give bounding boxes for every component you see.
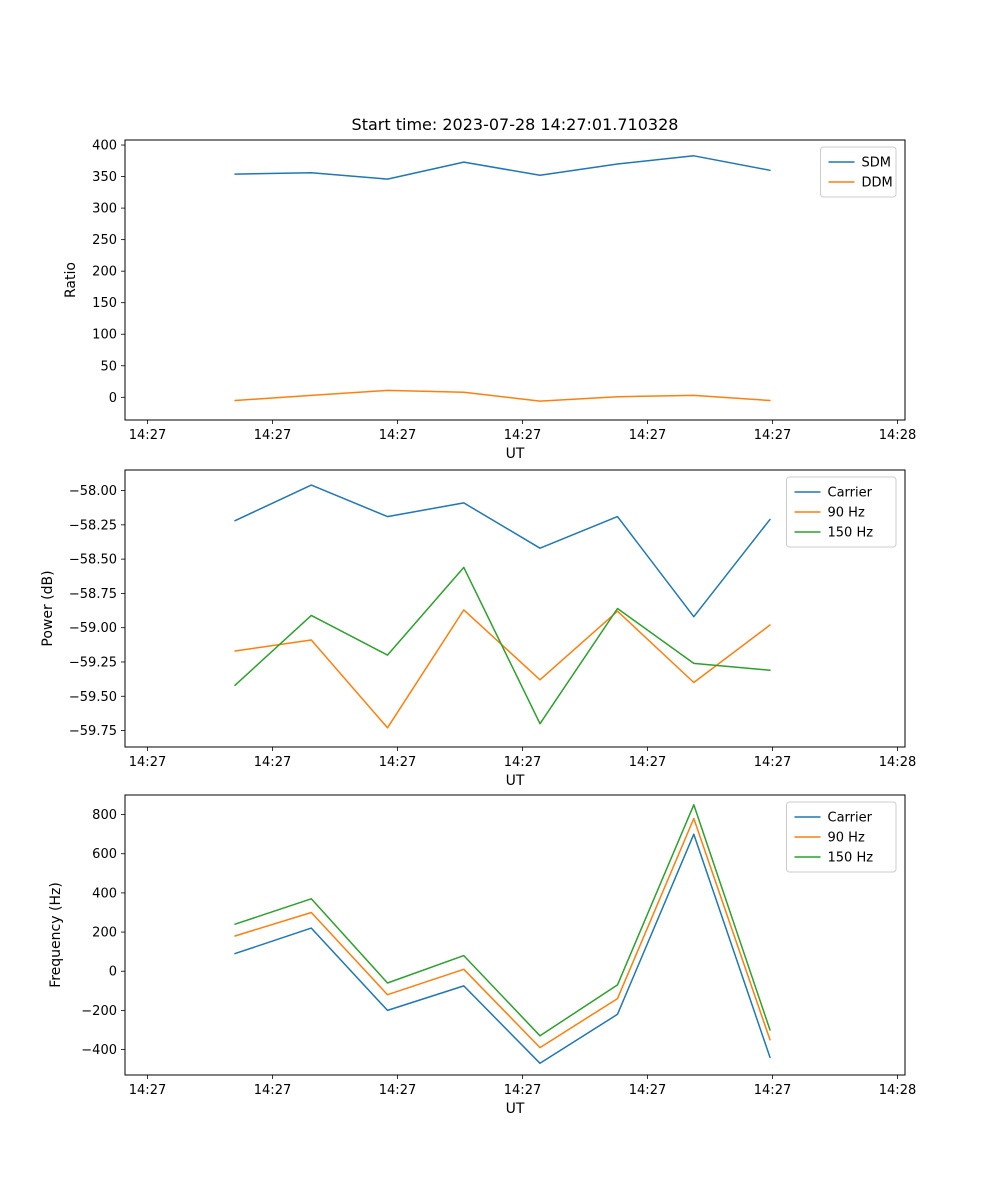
x-tick-label: 14:27 — [129, 1083, 166, 1098]
legend: Carrier 90 Hz 150 Hz — [786, 476, 897, 548]
series-line-sdm — [234, 155, 771, 180]
y-tick-label: −400 — [81, 1043, 117, 1058]
x-tick-label: 14:27 — [254, 428, 291, 443]
x-tick-label: 14:27 — [629, 428, 666, 443]
y-tick-label: 200 — [92, 926, 117, 941]
y-tick-label: 0 — [109, 965, 117, 980]
y-tick-label: −58.75 — [69, 587, 117, 602]
x-tick-label: 14:28 — [879, 1083, 916, 1098]
y-tick-label: −59.00 — [69, 621, 117, 636]
y-tick-label: 400 — [92, 886, 117, 901]
series-line-150-hz — [234, 566, 771, 725]
y-tick-label: −58.25 — [69, 518, 117, 533]
x-tick-label: 14:27 — [254, 1083, 291, 1098]
legend-label-90-hz: 90 Hz — [828, 506, 865, 521]
x-tick-label: 14:28 — [879, 428, 916, 443]
series-line-carrier — [234, 833, 771, 1065]
x-tick-label: 14:27 — [129, 755, 166, 770]
y-tick-label: 600 — [92, 847, 117, 862]
series-line-ddm — [234, 389, 771, 402]
y-tick-label: 0 — [109, 391, 117, 406]
x-tick-label: 14:28 — [879, 755, 916, 770]
x-tick-label: 14:27 — [379, 1083, 416, 1098]
series-line-carrier — [234, 484, 771, 618]
legend-label-carrier: Carrier — [828, 486, 873, 501]
legend-label-ddm: DDM — [862, 176, 893, 191]
plot-border — [124, 469, 906, 748]
legend-box — [786, 476, 897, 548]
y-tick-label: 300 — [92, 202, 117, 217]
legend-label-150-hz: 150 Hz — [828, 526, 874, 541]
figure-title: Start time: 2023-07-28 14:27:01.710328 — [352, 115, 679, 134]
legend-label-sdm: SDM — [862, 156, 891, 171]
legend-box — [820, 146, 897, 198]
x-tick-label: 14:27 — [754, 428, 791, 443]
x-tick-label: 14:27 — [629, 1083, 666, 1098]
series-line-150-hz — [234, 804, 771, 1037]
x-tick-label: 14:27 — [754, 755, 791, 770]
y-tick-label: 250 — [92, 233, 117, 248]
plot-border — [124, 794, 906, 1076]
x-tick-label: 14:27 — [379, 428, 416, 443]
y-axis-label: Power (dB) — [40, 570, 56, 646]
x-tick-label: 14:27 — [754, 1083, 791, 1098]
x-axis-label: UT — [506, 446, 525, 462]
y-axis-label: Frequency (Hz) — [48, 882, 64, 988]
y-tick-label: 50 — [100, 359, 117, 374]
x-tick-label: 14:27 — [629, 755, 666, 770]
plot-border — [124, 139, 906, 421]
legend-box — [786, 801, 897, 873]
x-tick-label: 14:27 — [504, 755, 541, 770]
y-tick-label: 400 — [92, 139, 117, 154]
y-axis-label: Ratio — [63, 262, 79, 298]
y-tick-label: −59.75 — [69, 724, 117, 739]
legend-label-90-hz: 90 Hz — [828, 831, 865, 846]
legend-label-carrier: Carrier — [828, 811, 873, 826]
legend-label-150-hz: 150 Hz — [828, 851, 874, 866]
y-tick-label: 150 — [92, 296, 117, 311]
y-tick-label: 800 — [92, 808, 117, 823]
x-tick-label: 14:27 — [254, 755, 291, 770]
y-tick-label: 200 — [92, 265, 117, 280]
chart-0: 14:27 14:27 14:27 14:27 14:27 14:27 14:28 0 50 10… — [63, 139, 916, 462]
y-tick-label: 350 — [92, 170, 117, 185]
x-tick-label: 14:27 — [504, 1083, 541, 1098]
x-axis-label: UT — [506, 773, 525, 789]
legend: Carrier 90 Hz 150 Hz — [786, 801, 897, 873]
y-tick-label: −59.25 — [69, 655, 117, 670]
y-tick-label: −58.00 — [69, 484, 117, 499]
charts-root: 14:27 14:27 14:27 14:27 14:27 14:27 14:28 0 50 10… — [40, 139, 916, 1117]
y-tick-label: −59.50 — [69, 690, 117, 705]
y-tick-label: 100 — [92, 328, 117, 343]
x-axis-label: UT — [506, 1101, 525, 1117]
legend: SDM DDM — [820, 146, 897, 198]
series-line-90-hz — [234, 817, 771, 1049]
x-tick-label: 14:27 — [504, 428, 541, 443]
x-tick-label: 14:27 — [129, 428, 166, 443]
y-tick-label: −200 — [81, 1004, 117, 1019]
x-tick-label: 14:27 — [379, 755, 416, 770]
y-tick-label: −58.50 — [69, 553, 117, 568]
chart-1: 14:27 14:27 14:27 14:27 14:27 14:27 14:28 −59.7… — [40, 469, 916, 789]
chart-2: 14:27 14:27 14:27 14:27 14:27 14:27 14:28 −400 −… — [48, 794, 916, 1117]
